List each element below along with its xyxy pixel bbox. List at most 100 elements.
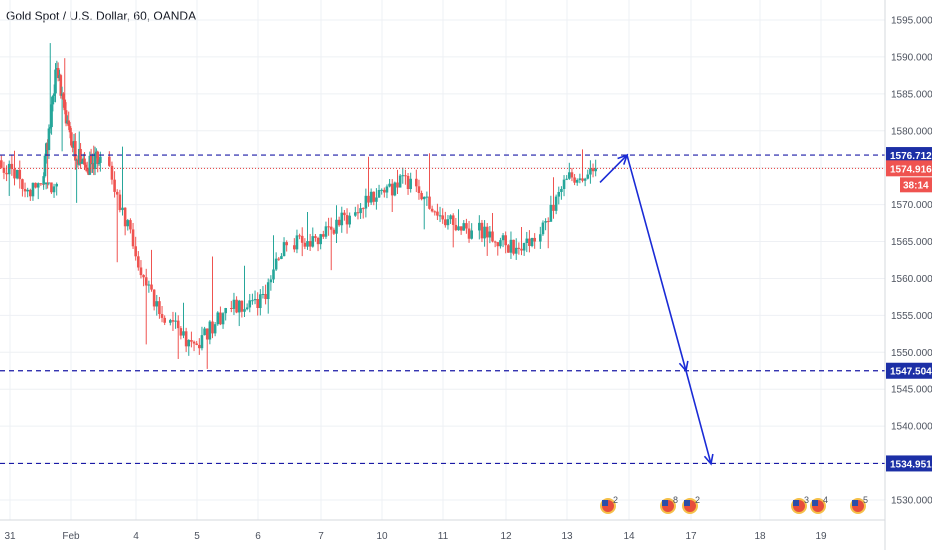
price-axis[interactable]: 1595.0001590.0001585.0001580.0001575.000… [884, 0, 932, 550]
candle-body [462, 223, 466, 231]
candle-body [150, 284, 153, 290]
time-tick-label: 5 [194, 531, 200, 542]
event-flag-icon[interactable]: 3 [791, 495, 809, 514]
event-flag-icon[interactable]: 2 [600, 495, 618, 514]
candle-body [491, 231, 494, 242]
event-flag-icon[interactable]: 5 [850, 495, 868, 514]
candle-body [187, 340, 191, 347]
candle-body [126, 220, 130, 227]
candle-body [64, 110, 68, 124]
candle-body [375, 197, 378, 202]
candle-body [67, 120, 71, 127]
candle-body [539, 234, 542, 242]
time-axis[interactable]: 31 Feb 4 5 6 7 10 11 12 13 14 17 18 19 [0, 519, 885, 542]
candle-body [451, 215, 455, 225]
candle-body [113, 179, 116, 192]
event-flag-icon[interactable]: 2 [682, 495, 700, 514]
candle-body [88, 155, 92, 175]
event-flag-icon[interactable]: 4 [810, 495, 828, 514]
candles [0, 43, 597, 369]
projection-arrow[interactable] [599, 153, 714, 466]
candle-body [485, 226, 489, 238]
event-count: 5 [863, 495, 868, 505]
candle-body [118, 194, 122, 211]
candle-body [282, 242, 286, 257]
candle-body [80, 161, 84, 164]
candle-body [216, 312, 220, 325]
candle-body [303, 242, 307, 247]
candle-body [47, 128, 51, 151]
candle-body [160, 314, 164, 318]
candle-body [319, 234, 322, 245]
candle-body [76, 159, 80, 165]
candle-body [43, 155, 47, 177]
candle-body [324, 226, 328, 237]
candle-body [169, 320, 172, 323]
candle-body [583, 178, 587, 181]
last-price-tag [886, 160, 932, 177]
candle-body [496, 242, 500, 247]
candle-body [39, 183, 43, 185]
candle-body [483, 226, 486, 239]
candle-body [306, 241, 309, 247]
candle-body [144, 277, 148, 286]
grid [0, 0, 885, 520]
candle-body [367, 195, 370, 203]
candle-body [520, 248, 523, 251]
candle-body [438, 215, 442, 217]
candle-body [465, 223, 468, 229]
candle-body [171, 320, 175, 322]
candle-body [47, 182, 51, 184]
candle-body [110, 165, 114, 180]
candle-body [549, 204, 553, 222]
candle-body [361, 208, 365, 210]
candle-body [51, 95, 55, 105]
candle-body [72, 141, 76, 148]
candle-body [314, 236, 317, 238]
candle-body [139, 267, 143, 276]
price-tick-label: 1545.000 [891, 385, 932, 396]
candle-body [259, 294, 262, 308]
candle-body [60, 93, 64, 96]
time-tick-label: 31 [4, 531, 16, 542]
event-flag-icon[interactable]: 8 [660, 495, 678, 514]
horizontal-levels[interactable] [0, 154, 885, 465]
candle-body [87, 171, 90, 175]
level-tag-label: 1534.951 [890, 459, 932, 470]
candle-body [68, 126, 72, 133]
candle-body [565, 178, 568, 180]
candle-body [293, 245, 296, 250]
candle-body [354, 212, 357, 216]
candle-body [108, 156, 111, 166]
candle-body [240, 300, 244, 312]
candle-body [340, 212, 344, 226]
candle-body [409, 178, 412, 190]
candle-body [7, 163, 11, 175]
candle-body [359, 208, 362, 214]
time-tick-label: 18 [754, 531, 766, 542]
candle-body [163, 317, 166, 323]
candle-body [54, 69, 57, 94]
candle-body [5, 172, 8, 175]
candle-body [58, 75, 61, 79]
candle-body [356, 212, 360, 214]
candle-body [73, 141, 77, 161]
candle-body [457, 226, 460, 231]
event-flag-canton [662, 500, 668, 506]
candle-body [95, 151, 98, 154]
candle-body [195, 343, 198, 345]
candle-body [13, 168, 16, 179]
candle-body [36, 183, 40, 188]
candle-body [31, 182, 35, 197]
candle-body [134, 246, 137, 257]
time-tick-label: 4 [133, 531, 139, 542]
candle-body [70, 132, 73, 146]
candle-body [142, 275, 145, 278]
candle-body [52, 186, 56, 193]
economic-events[interactable]: 2 8 2 3 4 5 [600, 495, 868, 514]
candle-body [23, 188, 27, 192]
candle-body [417, 186, 421, 194]
candle-body [422, 196, 426, 200]
